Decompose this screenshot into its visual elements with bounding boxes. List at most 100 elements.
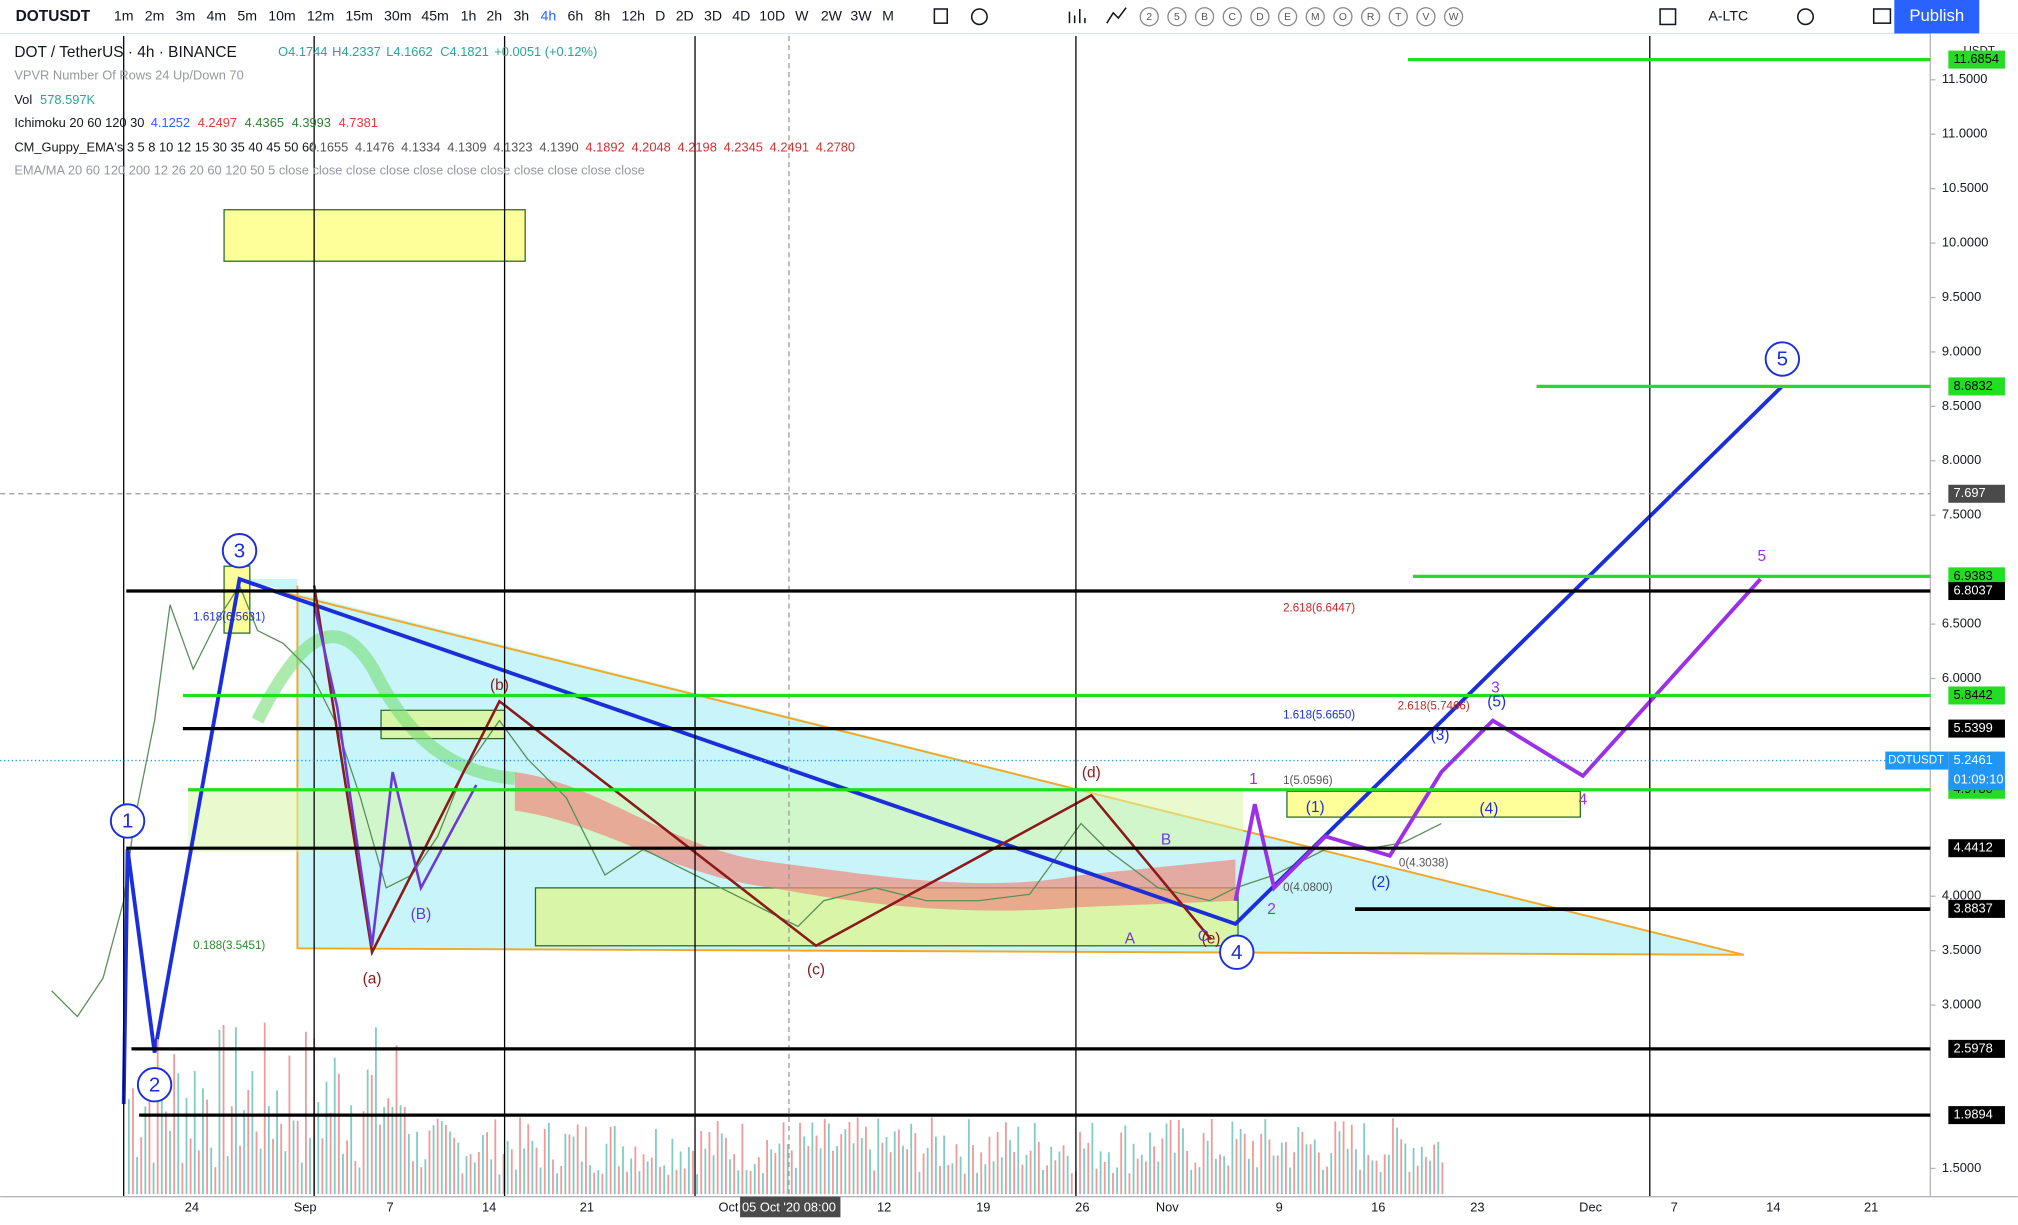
time-label: 05 Oct '20 08:00 — [742, 1200, 836, 1215]
time-label: Sep — [294, 1200, 317, 1215]
indicator-letter[interactable]: W — [1449, 12, 1459, 23]
time-label: 16 — [1371, 1200, 1385, 1215]
indicator-letter[interactable]: T — [1395, 12, 1402, 23]
fib-label: 0(4.0800) — [1283, 882, 1333, 894]
indicator-letter[interactable]: M — [1311, 12, 1320, 23]
interval[interactable]: 8h — [595, 7, 611, 23]
interval[interactable]: 2W — [821, 7, 843, 23]
interval[interactable]: 30m — [384, 7, 412, 23]
symbol[interactable]: DOTUSDT — [16, 8, 91, 25]
publish-label[interactable]: Publish — [1909, 6, 1964, 25]
indicator-badge[interactable] — [1194, 7, 1215, 27]
settings-icon[interactable] — [1797, 8, 1814, 26]
toolbar-icons — [933, 7, 1892, 26]
interval[interactable]: 2D — [676, 7, 694, 23]
legend-text: Ichimoku 20 60 120 30 — [14, 115, 144, 130]
interval[interactable]: 4h — [540, 7, 556, 23]
indicator-badge[interactable] — [1167, 7, 1187, 27]
drawings — [51, 209, 1931, 1105]
bars-icon[interactable] — [1068, 9, 1086, 24]
legend-text: 4.1892 — [585, 139, 624, 154]
indicator-badge[interactable] — [1388, 7, 1408, 27]
legend-text: 4.1334 — [401, 139, 440, 154]
time-label: 7 — [386, 1200, 393, 1215]
indicator-icon[interactable] — [1106, 7, 1127, 24]
interval[interactable]: 4D — [732, 7, 750, 23]
price-label-bg — [1948, 686, 2005, 705]
wave-circle — [109, 803, 146, 839]
wave-label: 2 — [149, 1073, 160, 1096]
interval[interactable]: D — [655, 7, 665, 23]
fib-label: 0.188(3.5451) — [193, 940, 265, 952]
interval[interactable]: 10D — [759, 7, 785, 23]
interval[interactable]: 3D — [704, 7, 722, 23]
indicator-badge[interactable] — [1360, 7, 1381, 27]
indicator-letter[interactable]: B — [1201, 12, 1208, 23]
indicator-letter[interactable]: R — [1367, 12, 1374, 23]
interval[interactable]: M — [882, 7, 894, 23]
indicator-letter[interactable]: 5 — [1174, 12, 1180, 23]
indicator-badge[interactable] — [1443, 7, 1464, 27]
indicator-letter[interactable]: E — [1284, 12, 1291, 23]
interval[interactable]: 2h — [486, 7, 502, 23]
interval[interactable]: 45m — [421, 7, 449, 23]
time-label: Nov — [1156, 1200, 1179, 1215]
interval[interactable]: 3h — [513, 7, 529, 23]
indicator-badge[interactable] — [1305, 7, 1325, 27]
time-label: Oct — [718, 1200, 738, 1215]
time-label: 14 — [482, 1200, 496, 1215]
rect-icon[interactable] — [1659, 8, 1677, 26]
price-label-bg — [1948, 899, 2005, 918]
wave-annotation: C — [1198, 928, 1209, 945]
add-icon[interactable] — [970, 8, 988, 26]
candle-icon[interactable] — [933, 8, 949, 24]
wave-line — [121, 384, 1784, 1105]
time-label: 12 — [877, 1200, 891, 1215]
interval[interactable]: 15m — [345, 7, 373, 23]
indicator-badge[interactable] — [1416, 7, 1436, 27]
indicator-letter[interactable]: O — [1339, 12, 1347, 23]
indicator-letter[interactable]: 2 — [1146, 12, 1152, 23]
interval[interactable]: 12m — [307, 7, 335, 23]
price-tick-label: 9.5000 — [1942, 289, 1981, 304]
publish-button[interactable] — [1894, 0, 1980, 34]
fib-label: 2.618(6.6447) — [1283, 603, 1355, 615]
last-price-value: 5.2461 — [1953, 752, 1992, 767]
price-label-bg — [1948, 719, 2005, 738]
price-line-label: 6.8037 — [1953, 582, 1992, 597]
price-tick-label: 1.5000 — [1942, 1160, 1981, 1175]
indicator-badge[interactable] — [1250, 7, 1270, 27]
last-price-tag — [1885, 751, 1949, 770]
wave-label: 4 — [1231, 941, 1242, 964]
time-label: 7 — [1671, 1200, 1678, 1215]
indicator-badge[interactable] — [1333, 7, 1353, 27]
indicator-letter[interactable]: D — [1256, 12, 1263, 23]
interval[interactable]: 6h — [567, 7, 583, 23]
indicator-letter[interactable]: V — [1422, 12, 1429, 23]
time-label: 19 — [976, 1200, 990, 1215]
interval[interactable]: 1m — [114, 7, 134, 23]
price-tick-label: 8.5000 — [1942, 398, 1981, 413]
interval[interactable]: 5m — [237, 7, 257, 23]
interval[interactable]: 12h — [621, 7, 645, 23]
interval[interactable]: 10m — [268, 7, 296, 23]
legend-text: 4.2497 — [198, 115, 237, 130]
interval[interactable]: 3m — [176, 7, 196, 23]
price-label-bg — [1948, 582, 2005, 601]
camera-icon[interactable] — [1872, 8, 1892, 24]
indicator-badge[interactable] — [1139, 7, 1159, 27]
interval[interactable]: W — [795, 7, 809, 23]
interval[interactable]: 4m — [207, 7, 227, 23]
compare-symbol[interactable]: A-LTC — [1708, 7, 1748, 23]
indicator-letter[interactable]: C — [1229, 12, 1237, 23]
wave-annotation: (4) — [1480, 800, 1499, 817]
legend-text: 578.597K — [40, 92, 95, 107]
interval[interactable]: 2m — [145, 7, 165, 23]
wave-annotation: (d) — [1082, 764, 1101, 781]
indicator-badge[interactable] — [1277, 7, 1298, 27]
legend-text: 4.2491 — [770, 139, 809, 154]
interval[interactable]: 3W — [850, 7, 872, 23]
indicator-badge[interactable] — [1222, 7, 1242, 27]
wave-line — [312, 585, 1213, 957]
interval[interactable]: 1h — [461, 7, 477, 23]
